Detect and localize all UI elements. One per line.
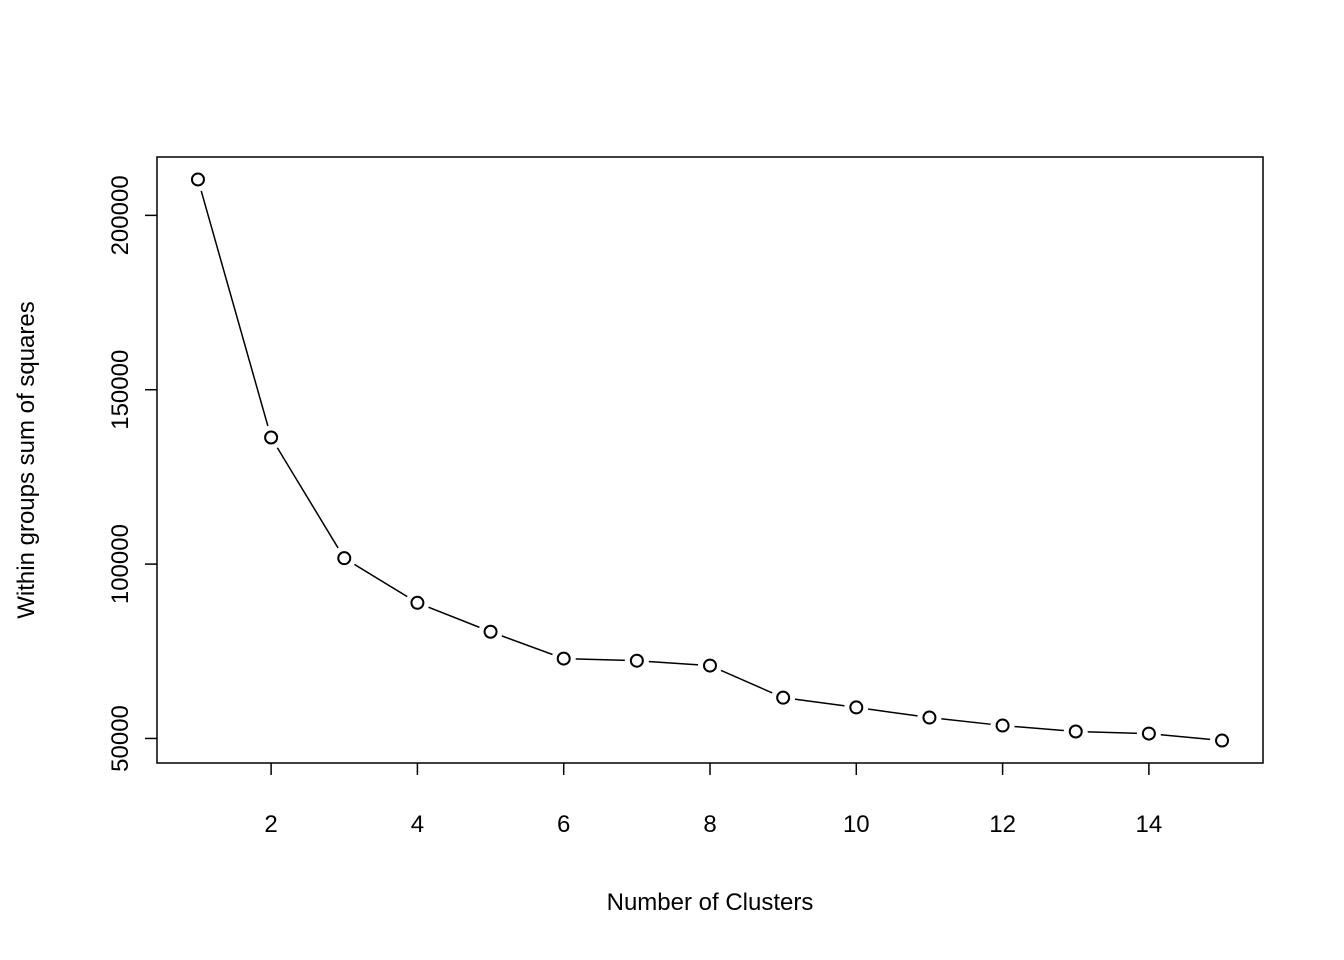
x-tick-label: 4: [411, 811, 424, 838]
x-axis-label: Number of Clusters: [607, 889, 814, 916]
y-tick-label: 200000: [107, 175, 134, 255]
point: [1215, 733, 1230, 748]
y-axis-label: Within groups sum of squares: [13, 301, 40, 618]
x-tick-label: 2: [264, 811, 277, 838]
point: [1141, 726, 1156, 741]
point: [483, 624, 498, 639]
point: [410, 595, 425, 610]
x-tick-label: 12: [989, 811, 1016, 838]
series-line: [197, 179, 1223, 742]
x-tick-label: 14: [1136, 811, 1163, 838]
point: [629, 653, 644, 668]
y-tick-label: 100000: [107, 524, 134, 604]
y-tick-label: 150000: [107, 350, 134, 430]
x-tick-label: 8: [703, 811, 716, 838]
x-tick-label: 10: [843, 811, 870, 838]
point: [264, 430, 279, 445]
point: [190, 172, 205, 187]
y-tick-label: 50000: [107, 705, 134, 772]
point: [1068, 724, 1083, 739]
point: [995, 718, 1010, 733]
point: [556, 651, 571, 666]
x-tick-label: 6: [557, 811, 570, 838]
point: [703, 658, 717, 673]
point: [849, 700, 864, 715]
point: [776, 690, 791, 705]
point: [337, 551, 352, 566]
point: [922, 710, 937, 725]
